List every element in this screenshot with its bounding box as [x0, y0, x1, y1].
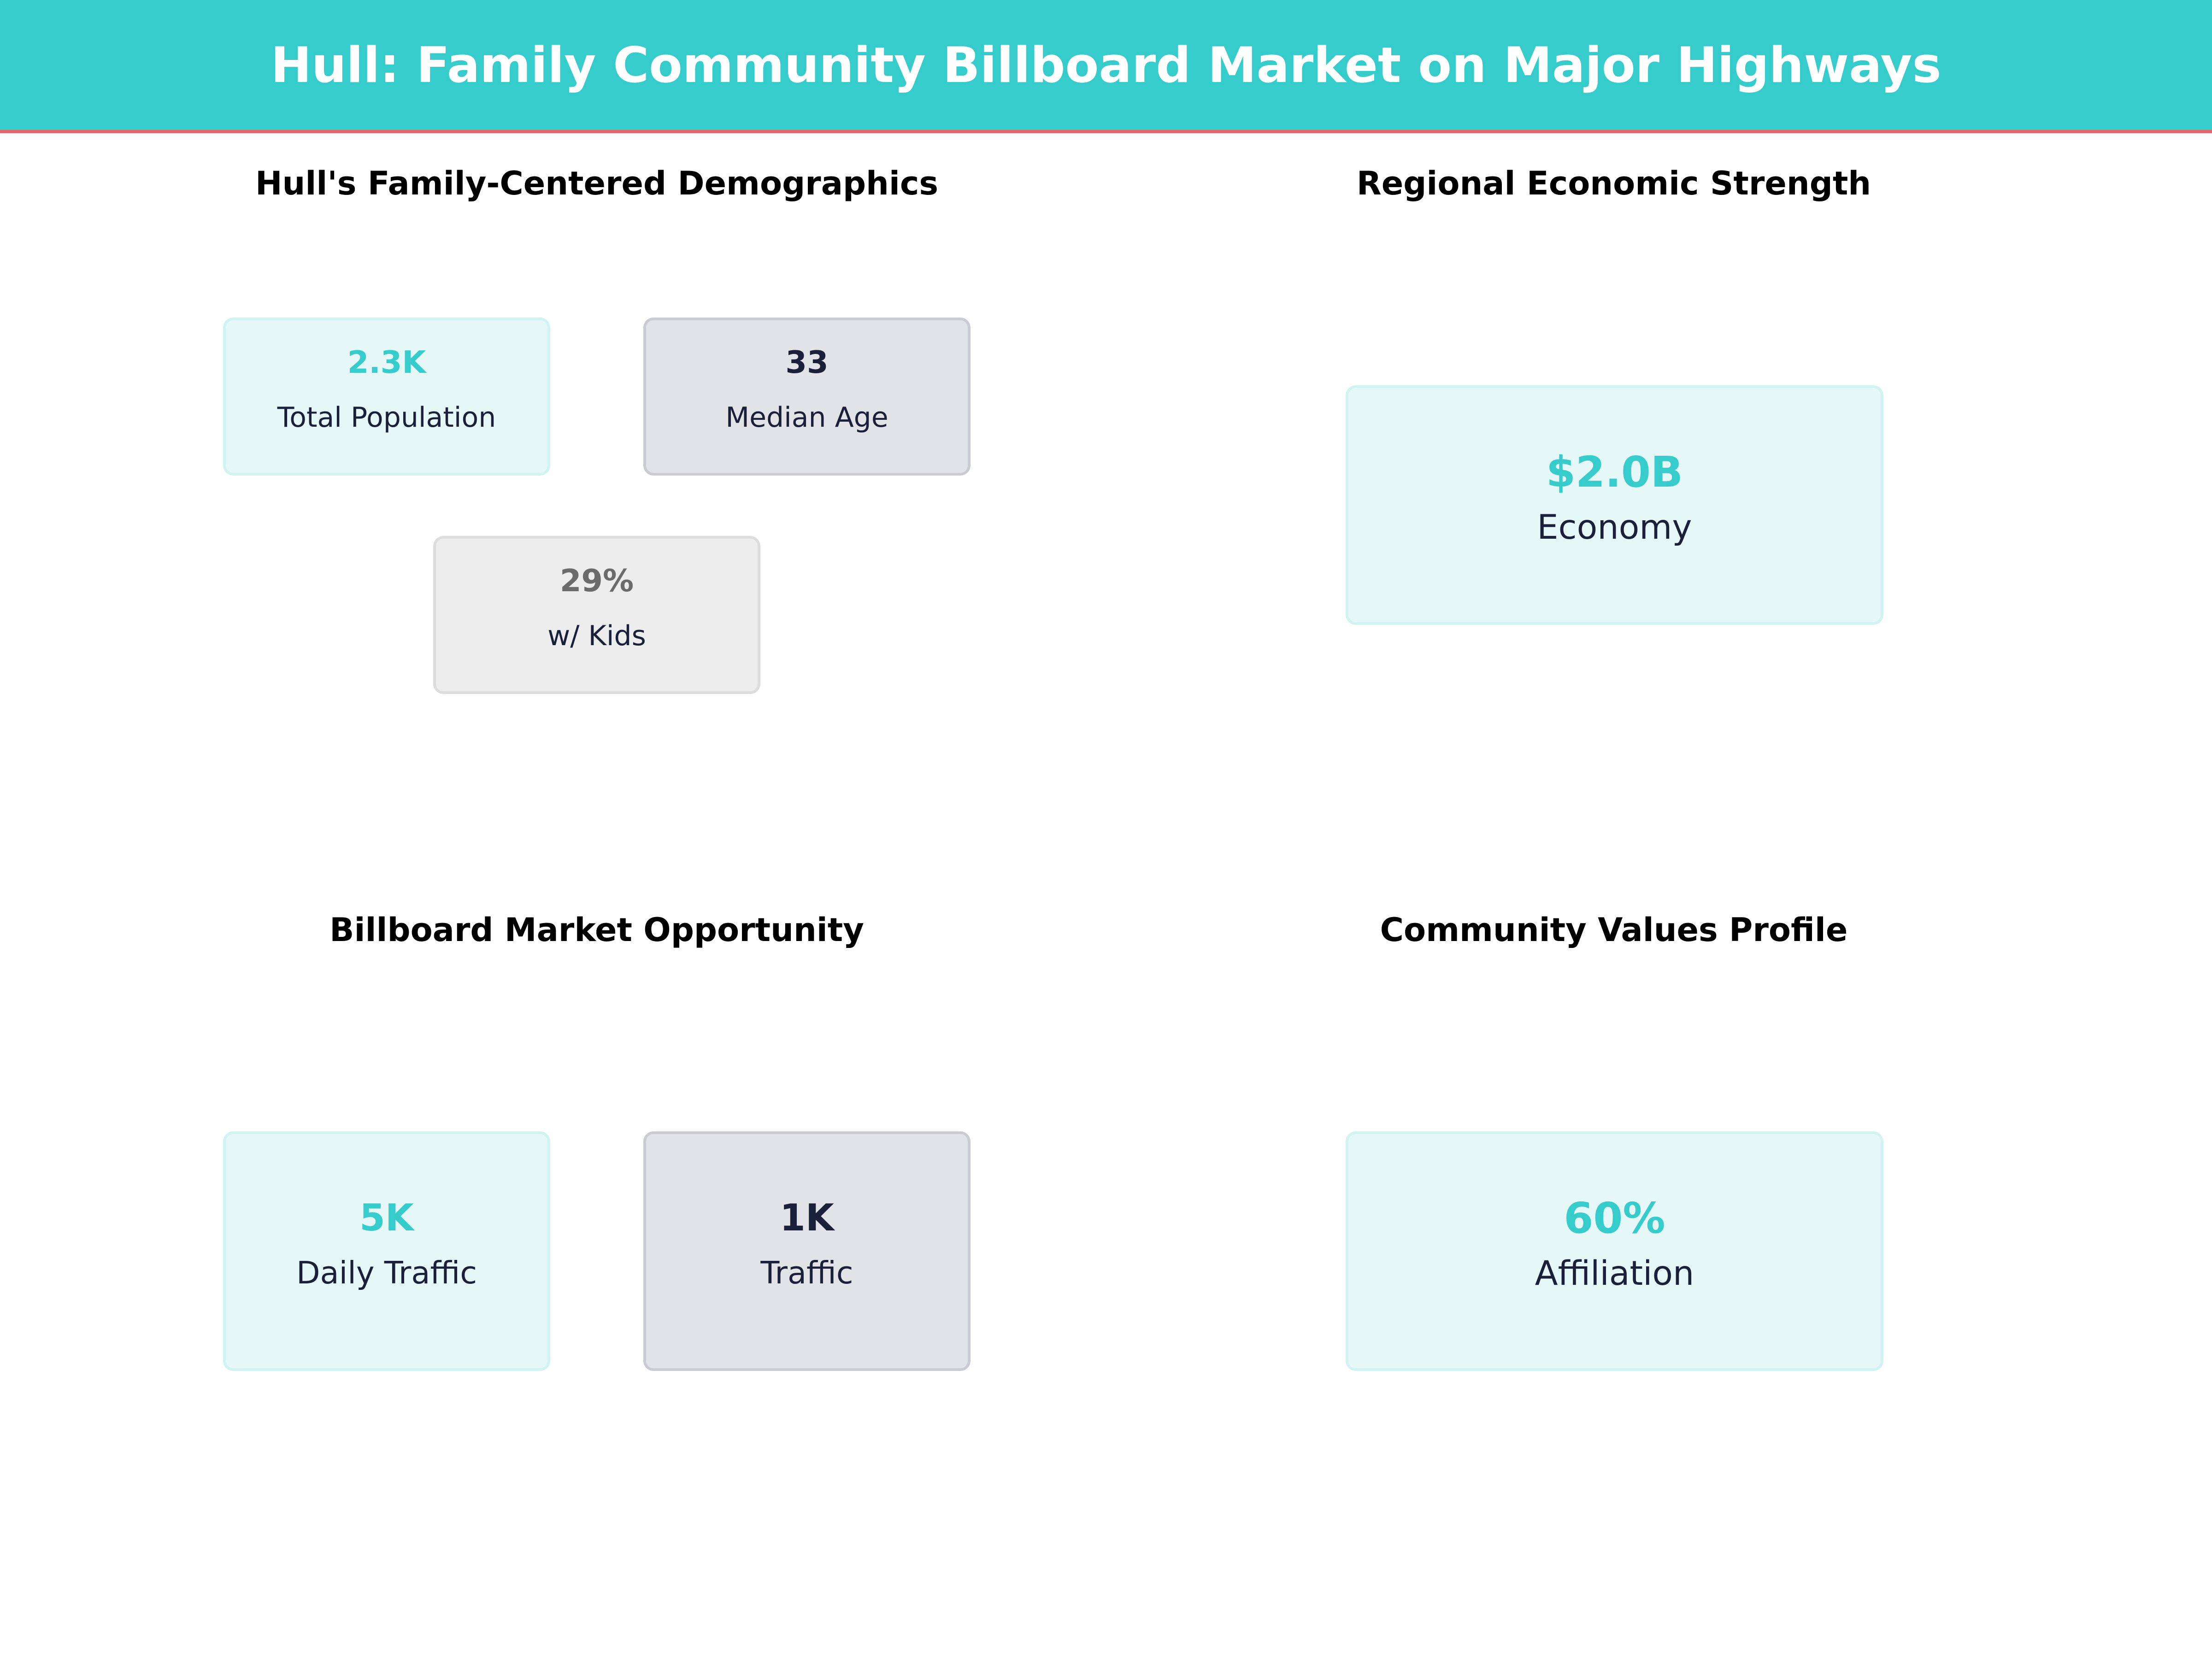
panel-title-billboard: Billboard Market Opportunity: [329, 911, 864, 949]
stat-value: 29%: [559, 563, 634, 599]
stat-label: Total Population: [277, 401, 496, 434]
stat-label: Economy: [1537, 508, 1692, 547]
page-title: Hull: Family Community Billboard Market …: [271, 36, 1941, 94]
stat-value: 1K: [780, 1196, 834, 1239]
stat-card-traffic: 1K Traffic: [643, 1131, 971, 1371]
panel-title-economic: Regional Economic Strength: [1356, 165, 1871, 202]
panel-title-values: Community Values Profile: [1380, 911, 1848, 949]
stat-label: Affiliation: [1535, 1254, 1694, 1294]
stat-value: 33: [785, 344, 829, 381]
stat-label: Daily Traffic: [296, 1254, 477, 1291]
header-banner: Hull: Family Community Billboard Market …: [0, 0, 2212, 130]
stat-value: $2.0B: [1546, 447, 1683, 497]
panel-title-demographics: Hull's Family-Centered Demographics: [255, 165, 939, 202]
stat-label: Median Age: [725, 401, 888, 434]
stat-label: Traffic: [760, 1254, 853, 1291]
header-divider: [0, 130, 2212, 133]
stat-card-affiliation: 60% Affiliation: [1346, 1131, 1883, 1371]
stat-value: 60%: [1564, 1194, 1665, 1243]
stat-value: 5K: [359, 1196, 414, 1239]
stat-card-with-kids: 29% w/ Kids: [433, 536, 760, 694]
stat-label: w/ Kids: [547, 619, 646, 652]
stat-value: 2.3K: [347, 344, 426, 381]
stat-card-daily-traffic: 5K Daily Traffic: [223, 1131, 550, 1371]
stat-card-median-age: 33 Median Age: [643, 318, 971, 476]
stat-card-economy: $2.0B Economy: [1346, 385, 1883, 625]
stat-card-total-population: 2.3K Total Population: [223, 318, 550, 476]
